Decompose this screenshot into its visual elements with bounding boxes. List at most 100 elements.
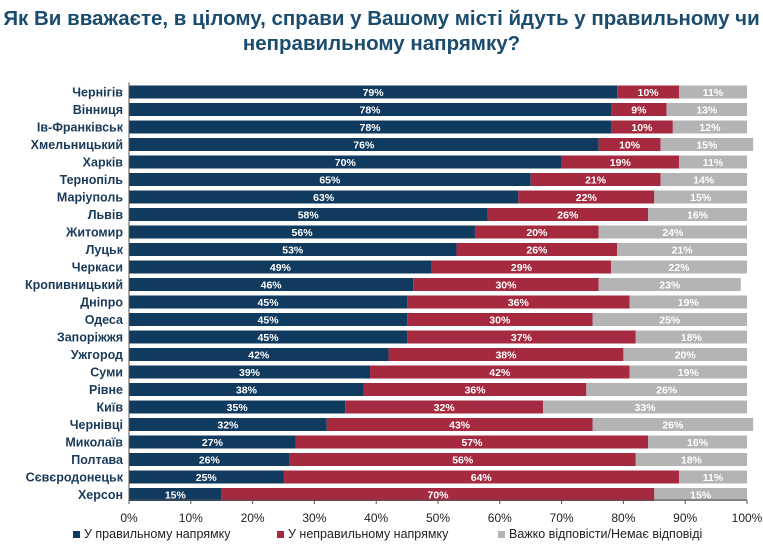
category-label: Запоріжжя [57,331,123,345]
chart-title-line-1: Як Ви вважаєте, в цілому, справи у Вашом… [3,7,760,30]
data-label: 20% [675,349,697,361]
bar-segment [679,85,747,99]
category-label: Київ [96,401,123,415]
data-label: 43% [449,419,471,431]
bar-segment [370,365,630,379]
bar-segment [129,278,414,291]
data-label: 15% [690,489,712,501]
bar-segment [221,488,655,501]
bar-segment [129,488,222,501]
data-label: 63% [313,192,335,204]
chart-title: Як Ви вважаєте, в цілому, справи у Вашом… [0,6,763,56]
bar-segment [407,330,636,344]
bar-segment [129,225,476,239]
data-label: 46% [261,279,283,291]
x-tick-label: 10% [179,511,203,525]
bar-segment [648,435,747,449]
category-label: Хмельницький [31,138,123,152]
data-label: 13% [696,104,718,116]
bar-segment [660,173,747,186]
bar-segment [654,190,747,204]
bar-segment [326,418,593,431]
bar-segment [592,418,754,431]
data-label: 38% [495,349,517,361]
category-label: Миколаїв [65,436,123,450]
bar-segment [129,103,612,116]
bar-segment [129,400,346,414]
bar-segment [635,330,747,344]
data-label: 26% [199,454,221,466]
bar-segment [617,243,747,256]
legend-label: У неправильному напрямку [288,527,449,541]
bar-segment [598,225,747,239]
category-label: Одеса [85,313,124,327]
x-tick-label: 80% [611,511,635,525]
category-label: Ів-Франківськ [37,121,124,135]
bar-segment [129,295,408,309]
data-label: 33% [635,402,657,414]
data-label: 19% [678,367,700,379]
category-label: Сєвєродонецьк [26,471,124,485]
data-label: 24% [662,227,684,239]
bar-segment [543,400,747,414]
data-label: 16% [687,209,709,221]
category-label: Харків [83,156,124,170]
data-label: 56% [292,227,314,239]
data-label: 39% [239,367,261,379]
bar-segment [629,365,747,379]
data-label: 21% [585,174,607,186]
data-label: 10% [638,87,660,99]
bar-segment [129,208,488,221]
data-label: 26% [526,244,548,256]
bar-segment [679,155,747,169]
bar-segment [611,103,667,116]
category-label: Вінниця [73,103,123,117]
data-label: 57% [461,437,483,449]
bar-segment [129,138,599,151]
x-tick-label: 60% [488,511,512,525]
data-label: 45% [258,297,280,309]
data-label: 56% [452,454,474,466]
category-label: Дніпро [80,296,123,310]
bar-segment [407,313,593,326]
data-label: 78% [360,104,382,116]
data-label: 42% [248,349,270,361]
bar-segment [129,155,562,169]
data-label: 65% [319,174,341,186]
x-tick-label: 100% [732,511,763,525]
bar-segment [431,260,612,274]
bar-segment [407,295,630,309]
bar-segment [289,453,636,466]
category-label: Кропивницький [25,278,123,292]
x-tick-label: 30% [302,511,326,525]
data-label: 15% [165,489,187,501]
data-label: 70% [335,157,357,169]
legend-label: У правильному напрямку [84,527,231,541]
data-label: 29% [511,262,533,274]
bar-segment [672,120,747,134]
bar-segment [530,173,661,186]
bar-segment [611,120,673,134]
bar-segment [129,470,284,484]
bar-segment [363,383,587,396]
data-label: 10% [631,122,653,134]
category-label: Суми [90,366,123,380]
data-label: 23% [659,279,681,291]
bar-segment [666,103,747,116]
data-label: 58% [298,209,320,221]
bar-segment [129,453,290,466]
bar-segment [679,470,747,484]
bar-segment [129,435,296,449]
data-label: 22% [576,192,598,204]
data-label: 36% [465,384,487,396]
data-label: 26% [557,209,579,221]
x-tick-label: 90% [673,511,697,525]
x-tick-label: 0% [120,511,138,525]
data-label: 9% [631,104,647,116]
category-label: Черкаси [72,261,123,275]
data-label: 30% [495,279,517,291]
bar-segment [598,138,661,151]
data-label: 45% [258,314,280,326]
data-label: 26% [656,384,678,396]
chart-title-line-2: неправильному напрямку? [242,32,521,55]
